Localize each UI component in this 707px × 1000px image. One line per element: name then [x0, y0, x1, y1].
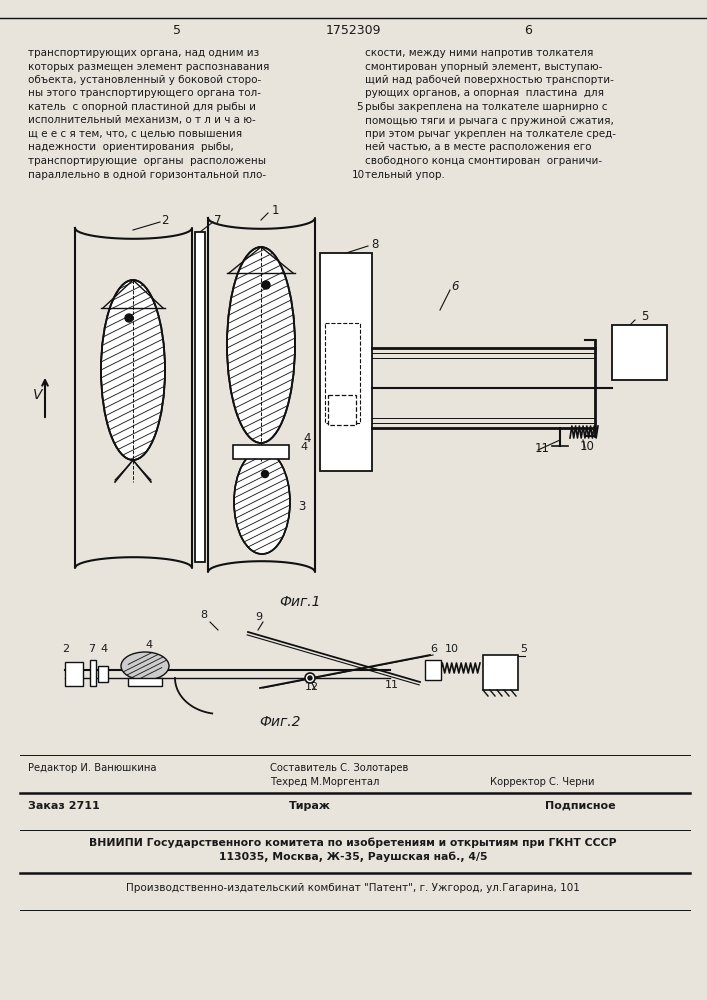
Text: Корректор С. Черни: Корректор С. Черни [490, 777, 595, 787]
Text: ны этого транспортирующего органа тол-: ны этого транспортирующего органа тол- [28, 89, 261, 99]
Text: 11: 11 [535, 442, 550, 455]
Circle shape [262, 281, 270, 289]
Text: смонтирован упорный элемент, выступаю-: смонтирован упорный элемент, выступаю- [365, 62, 602, 72]
Text: 5: 5 [356, 102, 363, 112]
Text: параллельно в одной горизонтальной пло-: параллельно в одной горизонтальной пло- [28, 169, 266, 180]
Text: которых размещен элемент распознавания: которых размещен элемент распознавания [28, 62, 269, 72]
Text: Подписное: Подписное [544, 801, 615, 811]
Text: V: V [33, 388, 42, 402]
Text: Фиг.1: Фиг.1 [279, 595, 321, 609]
Text: 5: 5 [520, 644, 527, 654]
Text: 7: 7 [214, 214, 222, 227]
Text: Техред М.Моргентал: Техред М.Моргентал [270, 777, 380, 787]
Bar [325, 323, 360, 423]
Bar [612, 325, 667, 380]
Text: Производственно-издательский комбинат "Патент", г. Ужгород, ул.Гагарина, 101: Производственно-издательский комбинат "П… [126, 883, 580, 893]
Text: 113035, Москва, Ж-35, Раушская наб., 4/5: 113035, Москва, Ж-35, Раушская наб., 4/5 [218, 852, 487, 862]
Text: рыбы закреплена на толкателе шарнирно с: рыбы закреплена на толкателе шарнирно с [365, 102, 607, 112]
Ellipse shape [121, 652, 169, 680]
Text: 3: 3 [298, 500, 305, 513]
Text: 8: 8 [200, 610, 207, 620]
Text: ней частью, а в месте расположения его: ней частью, а в месте расположения его [365, 142, 592, 152]
Text: 4: 4 [300, 442, 307, 452]
Text: скости, между ними напротив толкателя: скости, между ними напротив толкателя [365, 48, 593, 58]
Text: 1: 1 [271, 204, 279, 217]
Circle shape [308, 676, 312, 680]
Text: 7: 7 [88, 644, 95, 654]
Text: 6: 6 [430, 644, 437, 654]
Ellipse shape [234, 450, 290, 554]
Text: ВНИИПИ Государственного комитета по изобретениям и открытиям при ГКНТ СССР: ВНИИПИ Государственного комитета по изоб… [89, 838, 617, 848]
Bar [98, 666, 108, 682]
Text: Фиг.2: Фиг.2 [259, 715, 300, 729]
Text: исполнительный механизм, о т л и ч а ю-: исполнительный механизм, о т л и ч а ю- [28, 115, 256, 125]
Polygon shape [208, 218, 315, 572]
Text: Редактор И. Ванюшкина: Редактор И. Ванюшкина [28, 763, 156, 773]
Text: 9: 9 [255, 612, 262, 622]
Text: 4: 4 [100, 644, 107, 654]
Text: при этом рычаг укреплен на толкателе сред-: при этом рычаг укреплен на толкателе сре… [365, 129, 616, 139]
Text: 12: 12 [335, 450, 350, 463]
Text: 12: 12 [305, 682, 319, 692]
Circle shape [305, 673, 315, 683]
Text: 1752309: 1752309 [325, 23, 381, 36]
Bar [425, 660, 441, 680]
Circle shape [262, 471, 269, 478]
Text: 11: 11 [385, 680, 399, 690]
Text: 5: 5 [173, 23, 181, 36]
Text: 5: 5 [641, 310, 649, 322]
Text: транспортирующие  органы  расположены: транспортирующие органы расположены [28, 156, 266, 166]
Text: щий над рабочей поверхностью транспорти-: щий над рабочей поверхностью транспорти- [365, 75, 614, 85]
Ellipse shape [227, 247, 295, 443]
Text: 6: 6 [451, 279, 459, 292]
Text: 10: 10 [580, 440, 595, 453]
Text: 2: 2 [161, 214, 169, 227]
Text: 4: 4 [303, 432, 310, 445]
Text: объекта, установленный у боковой сторо-: объекта, установленный у боковой сторо- [28, 75, 262, 85]
Text: помощью тяги и рычага с пружиной сжатия,: помощью тяги и рычага с пружиной сжатия, [365, 115, 614, 125]
Text: Тираж: Тираж [289, 801, 331, 811]
Text: Заказ 2711: Заказ 2711 [28, 801, 100, 811]
Text: 8: 8 [371, 237, 379, 250]
Polygon shape [75, 228, 192, 568]
Bar [90, 660, 96, 686]
Text: тельный упор.: тельный упор. [365, 169, 445, 180]
Text: 2: 2 [62, 644, 69, 654]
Bar [233, 445, 289, 459]
Ellipse shape [101, 280, 165, 460]
Text: 4: 4 [145, 640, 152, 650]
Text: 6: 6 [524, 23, 532, 36]
Text: надежности  ориентирования  рыбы,: надежности ориентирования рыбы, [28, 142, 234, 152]
Text: свободного конца смонтирован  ограничи-: свободного конца смонтирован ограничи- [365, 156, 602, 166]
Bar [195, 232, 205, 562]
Text: рующих органов, а опорная  пластина  для: рующих органов, а опорная пластина для [365, 89, 604, 99]
Bar [65, 662, 83, 686]
Text: катель  с опорной пластиной для рыбы и: катель с опорной пластиной для рыбы и [28, 102, 256, 112]
Text: 10: 10 [352, 169, 365, 180]
Text: 10: 10 [445, 644, 459, 654]
Text: щ е е с я тем, что, с целью повышения: щ е е с я тем, что, с целью повышения [28, 129, 242, 139]
Bar [483, 655, 518, 690]
Circle shape [125, 314, 133, 322]
Bar [320, 253, 372, 471]
Text: Составитель С. Золотарев: Составитель С. Золотарев [270, 763, 409, 773]
Bar [328, 395, 356, 425]
Bar [128, 678, 162, 686]
Text: транспортирующих органа, над одним из: транспортирующих органа, над одним из [28, 48, 259, 58]
